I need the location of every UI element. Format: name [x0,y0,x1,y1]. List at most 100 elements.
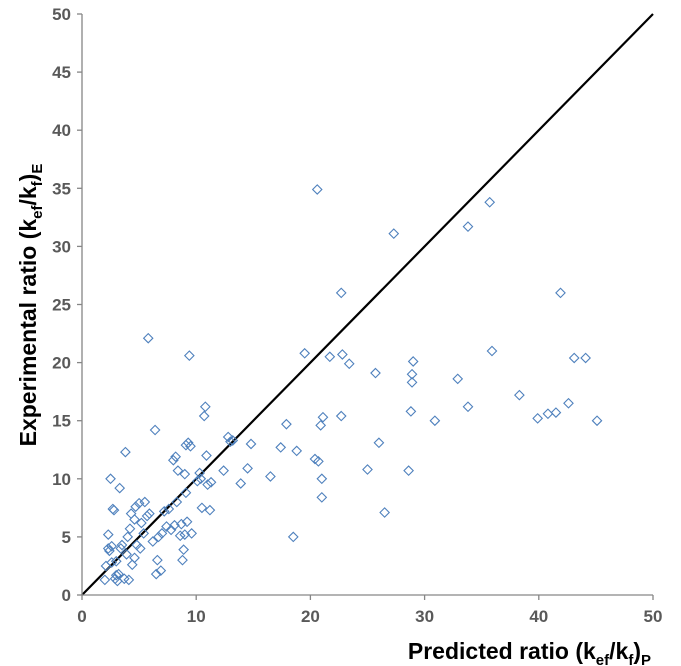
data-point [147,536,159,547]
data-point [403,465,414,477]
data-point [227,435,239,446]
y-tick-label: 45 [52,63,71,82]
data-point [99,574,111,586]
data-point [405,406,417,417]
data-point [336,349,348,360]
axes [77,13,654,600]
y-tick-label: 0 [62,586,71,605]
data-point [124,523,136,535]
y-tick-label: 50 [52,5,71,24]
data-point [335,410,347,422]
data-point [484,196,496,208]
data-point [407,356,419,367]
data-point [242,462,253,474]
data-point [199,401,211,413]
data-point [287,531,299,543]
data-point [205,476,217,488]
x-tick-label: 30 [415,607,434,626]
data-point [373,437,385,449]
x-tick-label: 10 [187,607,206,626]
data-point [179,468,191,480]
data-point [198,410,210,422]
data-point [130,501,142,513]
data-point [388,228,400,239]
data-point [563,397,574,409]
data-point [299,347,311,359]
data-point [110,569,122,581]
data-point [171,496,183,508]
data-point [167,454,179,466]
data-point [155,565,167,576]
data-point [110,555,122,567]
x-axis-title: Predicted ratio (kef/kf)P [408,638,651,666]
data-point [153,531,164,543]
data-point [218,465,229,477]
data-point [105,473,116,485]
y-tick-label: 10 [52,470,71,489]
data-point [102,529,114,540]
data-point [362,464,373,475]
data-point [275,442,287,453]
data-point [317,411,329,423]
y-tick-label: 30 [52,237,71,256]
data-point [121,548,132,560]
data-point [311,184,323,195]
data-point [163,503,175,515]
data-point [235,478,247,489]
data-point [151,554,163,566]
data-point [126,559,138,571]
data-point [129,514,140,525]
x-tick-label: 40 [529,607,548,626]
data-point [315,419,327,431]
y-axis-title: Experimental ratio (kef/kf)E [15,164,46,447]
data-point [175,518,187,530]
data-point [142,332,154,344]
data-point [343,358,355,370]
reference-line [81,13,654,596]
data-point [174,530,186,542]
data-point [225,436,236,447]
data-point [114,482,126,494]
data-point [139,496,151,508]
data-point [406,368,418,380]
data-point [568,352,580,364]
data-point [106,557,118,568]
data-point [291,445,303,457]
data-point [324,351,336,363]
y-tick-label: 35 [52,179,71,198]
data-point [245,438,257,450]
data-point [514,389,525,401]
data-point [120,446,131,458]
tick-labels: 0 5 10 15 20 25 30 35 40 45 50 0 10 20 30 40 50 [52,5,662,626]
data-point [156,528,168,539]
data-point [191,475,203,487]
data-point [123,574,135,586]
data-point [555,287,566,299]
data-point [150,568,162,580]
data-point [138,528,150,539]
data-point [141,510,153,522]
data-point [379,507,391,518]
data-point [172,465,184,477]
plot-area [81,13,654,596]
data-point [486,345,498,357]
data-point [429,415,441,427]
data-point [406,376,418,388]
data-point [591,415,603,427]
data-point [102,543,114,554]
x-tick-label: 20 [301,607,320,626]
data-point [108,504,120,516]
data-point [195,473,207,485]
data-point [182,437,194,449]
data-point [180,487,192,499]
data-point [201,450,212,461]
data-point [265,471,276,482]
y-tick-label: 25 [52,296,71,315]
data-point [462,221,474,233]
data-point [177,554,188,566]
data-point [129,552,140,564]
data-point [185,440,196,452]
data-point [113,568,124,580]
data-point [196,502,208,514]
